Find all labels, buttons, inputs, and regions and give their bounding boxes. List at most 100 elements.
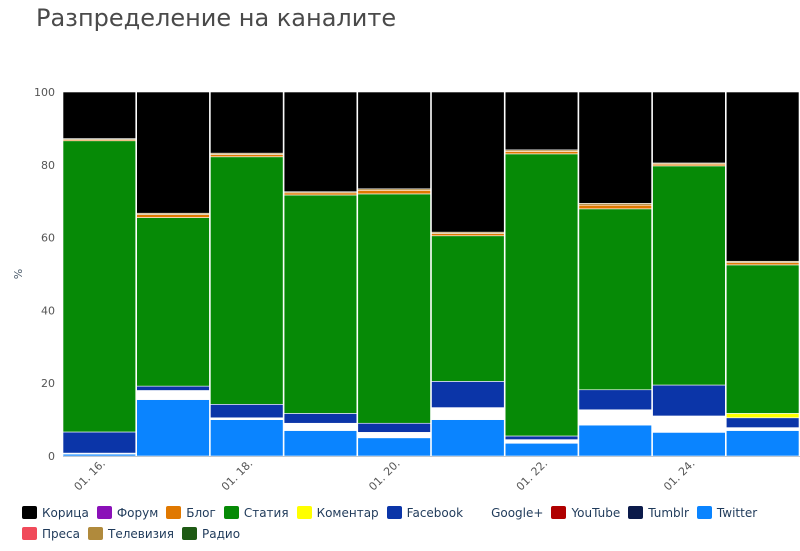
- legend-item[interactable]: Блог: [166, 505, 216, 520]
- legend-item[interactable]: Телевизия: [87, 526, 175, 541]
- legend-label: Блог: [186, 505, 216, 520]
- bar-segment: [283, 194, 358, 414]
- legend-swatch: [551, 506, 567, 519]
- bar-segment: [652, 432, 726, 457]
- bar-segment: [504, 153, 579, 437]
- legend-item[interactable]: Корица: [22, 505, 89, 520]
- bar-segment: [357, 437, 431, 457]
- chart-title: Разпределение на каналите: [36, 4, 397, 32]
- bar-segment: [357, 432, 431, 439]
- y-tick-label: 0: [48, 450, 55, 463]
- legend-label: Форум: [116, 505, 159, 520]
- bar-segment: [504, 439, 579, 444]
- bar-segment: [725, 417, 800, 428]
- legend-label: Телевизия: [107, 526, 175, 541]
- bar-segment: [136, 217, 210, 387]
- bar-segment: [725, 264, 800, 414]
- bar-segment: [136, 214, 210, 218]
- bar-segment: [357, 193, 431, 424]
- bar-segment: [578, 204, 652, 210]
- bar-segment: [652, 415, 726, 433]
- bar-segment: [283, 422, 358, 431]
- legend-swatch: [22, 527, 37, 540]
- legend-label: Радио: [202, 526, 241, 541]
- bar-segment: [725, 262, 800, 266]
- legend-label: Facebook: [406, 505, 464, 520]
- bar-segment: [357, 422, 431, 433]
- bar-segment: [725, 413, 800, 419]
- legend-item[interactable]: Радио: [182, 526, 240, 541]
- bar-segment: [136, 390, 210, 400]
- bar-segment: [725, 91, 800, 262]
- bar-segment: [62, 431, 136, 454]
- legend-swatch: [223, 506, 239, 519]
- bar-segment: [652, 91, 726, 164]
- legend-swatch: [386, 506, 402, 519]
- legend-label: Twitter: [716, 505, 758, 520]
- legend-label: Tumblr: [648, 505, 689, 520]
- bar-segment: [210, 91, 284, 154]
- x-tick-label: 01. 18.: [219, 457, 255, 493]
- bar-segment: [431, 91, 505, 233]
- legend-item[interactable]: Статия: [223, 505, 289, 520]
- bar-segment: [578, 424, 652, 457]
- bar-segment: [283, 413, 358, 424]
- legend-item[interactable]: Twitter: [696, 505, 758, 520]
- bar-segment: [578, 91, 652, 204]
- bar-segment: [62, 91, 136, 139]
- bar-segment: [504, 442, 579, 457]
- legend-label: Корица: [42, 505, 89, 520]
- bar-segment: [578, 389, 652, 411]
- bar-segment: [357, 189, 431, 195]
- legend-swatch: [22, 506, 37, 519]
- legend-label: Статия: [243, 505, 289, 520]
- chart-legend: Корица Форум Блог Статия Коментар Facebook Goo…: [22, 505, 797, 541]
- bar-segment: [136, 399, 210, 457]
- bar-segment: [283, 192, 358, 196]
- legend-item[interactable]: Google+: [471, 505, 543, 520]
- bar-segment: [431, 407, 505, 420]
- legend-swatch: [87, 527, 103, 540]
- legend-item[interactable]: Преса: [22, 526, 80, 541]
- bar-segment: [431, 233, 505, 237]
- legend-item[interactable]: Tumblr: [628, 505, 689, 520]
- bar-segment: [504, 435, 579, 440]
- bar-segment: [431, 381, 505, 408]
- legend-swatch: [182, 527, 198, 540]
- bar-segment: [62, 140, 136, 433]
- bar-segment: [136, 385, 210, 391]
- bar-segment: [283, 430, 358, 457]
- bar-segment: [283, 91, 358, 193]
- y-axis-label: %: [12, 269, 25, 279]
- legend-item[interactable]: Форум: [96, 505, 159, 520]
- legend-label: Преса: [42, 526, 80, 541]
- legend-label: Коментар: [316, 505, 379, 520]
- x-tick-label: 01. 24.: [661, 457, 697, 493]
- y-tick-label: 20: [41, 377, 55, 390]
- legend-swatch: [166, 506, 182, 519]
- y-tick-label: 80: [41, 159, 55, 172]
- y-tick-label: 100: [34, 86, 55, 99]
- legend-label: Google+: [491, 505, 544, 520]
- x-tick-label: 01. 22.: [514, 457, 550, 493]
- legend-item[interactable]: Facebook: [386, 505, 464, 520]
- y-tick-label: 60: [41, 232, 55, 245]
- y-tick-label: 40: [41, 304, 55, 317]
- bar-segment: [210, 404, 284, 419]
- legend-swatch: [296, 506, 312, 519]
- bar-segment: [210, 156, 284, 405]
- x-tick-label: 01. 20.: [366, 457, 402, 493]
- bar-segment: [652, 384, 726, 417]
- bar-segment: [725, 427, 800, 431]
- legend-swatch: [96, 506, 112, 519]
- legend-item[interactable]: Коментар: [296, 505, 379, 520]
- bar-segment: [431, 235, 505, 382]
- bar-segment: [578, 208, 652, 391]
- bar-segment: [357, 91, 431, 190]
- bar-segment: [210, 419, 284, 457]
- legend-label: YouTube: [571, 505, 621, 520]
- legend-swatch: [628, 506, 644, 519]
- legend-item[interactable]: YouTube: [551, 505, 620, 520]
- bar-segment: [578, 409, 652, 426]
- bar-segment: [504, 151, 579, 155]
